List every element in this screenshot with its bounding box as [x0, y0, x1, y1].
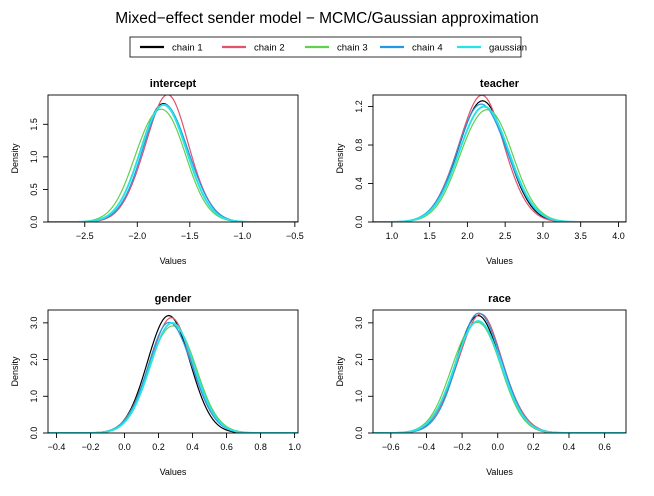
panel-teacher: teacher 1.0 1.5 2.0 2.5 3.0 3.5 4.0 0.0 0.4 0.8 1.2…: [335, 78, 627, 266]
y-axis-label: Density: [10, 356, 20, 387]
series-group: [373, 95, 626, 222]
panel-race: race −0.6 −0.4 −0.2 0.0 0.2 0.4 0.6 0.0 1.0 2.0 3.0…: [335, 293, 627, 477]
y-axis-label: Density: [335, 143, 345, 174]
x-tick-label: 1.5: [423, 231, 436, 241]
x-tick-label: −0.2: [82, 442, 100, 452]
panel-intercept: intercept −2.5 −2.0 −1.5 −1.0 −0.5 0.0 0.5 1.0 1.…: [10, 78, 304, 266]
series-group: [48, 95, 298, 222]
series-line-chain-3: [373, 321, 626, 433]
x-tick-label: 1.0: [386, 231, 399, 241]
x-tick-label: −0.5: [286, 231, 304, 241]
x-tick-label: 3.0: [537, 231, 550, 241]
y-tick-label: 0.0: [29, 216, 39, 229]
panel-title: intercept: [150, 78, 197, 90]
series-line-chain-4: [373, 312, 626, 433]
x-axis-label: Values: [486, 467, 513, 477]
series-line-chain-3: [48, 325, 298, 433]
x-tick-label: −1.0: [233, 231, 251, 241]
series-group: [373, 312, 626, 433]
x-tick-label: 4.0: [612, 231, 625, 241]
series-line-chain-2: [48, 317, 298, 433]
x-tick-label: −0.2: [453, 442, 471, 452]
y-tick-label: 2.0: [354, 353, 364, 366]
y-tick-label: 3.0: [29, 317, 39, 330]
x-axis-label: Values: [160, 256, 187, 266]
plot-frame: [372, 309, 627, 434]
panel-title: teacher: [480, 78, 520, 90]
y-axis-label: Density: [10, 143, 20, 174]
y-tick-label: 1.0: [29, 151, 39, 164]
legend-label-3: chain 4: [412, 43, 443, 54]
y-axis-label: Density: [335, 356, 345, 387]
panel-title: race: [488, 293, 511, 305]
legend-label-4: gaussian: [489, 43, 527, 54]
x-tick-label: 0.0: [491, 442, 504, 452]
y-tick-label: 0.0: [29, 427, 39, 440]
x-tick-label: 1.0: [288, 442, 301, 452]
series-line-gaussian: [48, 321, 298, 433]
legend-label-1: chain 2: [254, 43, 285, 54]
x-axis-label: Values: [160, 467, 187, 477]
y-tick-label: 2.0: [29, 353, 39, 366]
y-tick-label: 1.2: [354, 100, 364, 113]
x-tick-label: 0.6: [220, 442, 233, 452]
x-tick-label: −0.4: [48, 442, 66, 452]
figure-title: Mixed−effect sender model − MCMC/Gaussia…: [115, 10, 539, 27]
x-tick-label: 0.8: [254, 442, 267, 452]
chart-panels: intercept −2.5 −2.0 −1.5 −1.0 −0.5 0.0 0.5 1.0 1.…: [10, 78, 627, 477]
x-tick-label: 0.6: [598, 442, 611, 452]
panel-gender: gender −0.4 −0.2 0.0 0.2 0.4 0.6 0.8 1.0 0.0 1.0 2.…: [10, 293, 301, 477]
x-tick-label: 3.5: [574, 231, 587, 241]
x-tick-label: 0.2: [152, 442, 165, 452]
x-tick-label: 0.2: [527, 442, 540, 452]
legend-label-2: chain 3: [337, 43, 368, 54]
x-axis-label: Values: [486, 256, 513, 266]
y-tick-label: 0.0: [354, 216, 364, 229]
y-tick-label: 3.0: [354, 317, 364, 330]
series-line-chain-1: [48, 314, 298, 433]
series-line-chain-3: [48, 108, 298, 222]
series-line-gaussian: [373, 105, 626, 222]
series-line-chain-2: [373, 95, 626, 222]
y-tick-label: 0.5: [29, 183, 39, 196]
x-tick-label: 2.5: [499, 231, 512, 241]
y-tick-label: 1.0: [29, 390, 39, 403]
plot-frame: [372, 94, 627, 223]
x-tick-label: 2.0: [461, 231, 474, 241]
series-line-chain-1: [373, 314, 626, 433]
legend: chain 1 chain 2 chain 3 chain 4 gaussian: [129, 36, 527, 58]
x-tick-label: −0.4: [418, 442, 436, 452]
legend-label-0: chain 1: [172, 43, 203, 54]
x-tick-label: −0.6: [382, 442, 400, 452]
x-tick-label: 0.0: [118, 442, 131, 452]
y-tick-label: 1.0: [354, 390, 364, 403]
panel-title: gender: [155, 293, 192, 305]
plot-frame: [47, 94, 299, 223]
x-tick-label: −2.0: [128, 231, 146, 241]
series-line-gaussian: [373, 320, 626, 433]
series-line-chain-4: [48, 321, 298, 433]
series-line-chain-2: [373, 313, 626, 433]
series-group: [48, 314, 298, 433]
x-tick-label: −2.5: [76, 231, 94, 241]
x-tick-label: −1.5: [181, 231, 199, 241]
y-tick-label: 0.8: [354, 139, 364, 152]
x-tick-label: 0.4: [186, 442, 199, 452]
y-tick-label: 1.5: [29, 118, 39, 131]
y-tick-label: 0.4: [354, 177, 364, 190]
y-tick-label: 0.0: [354, 427, 364, 440]
series-line-chain-1: [373, 100, 626, 222]
x-tick-label: 0.4: [563, 442, 576, 452]
plot-frame: [47, 309, 299, 434]
